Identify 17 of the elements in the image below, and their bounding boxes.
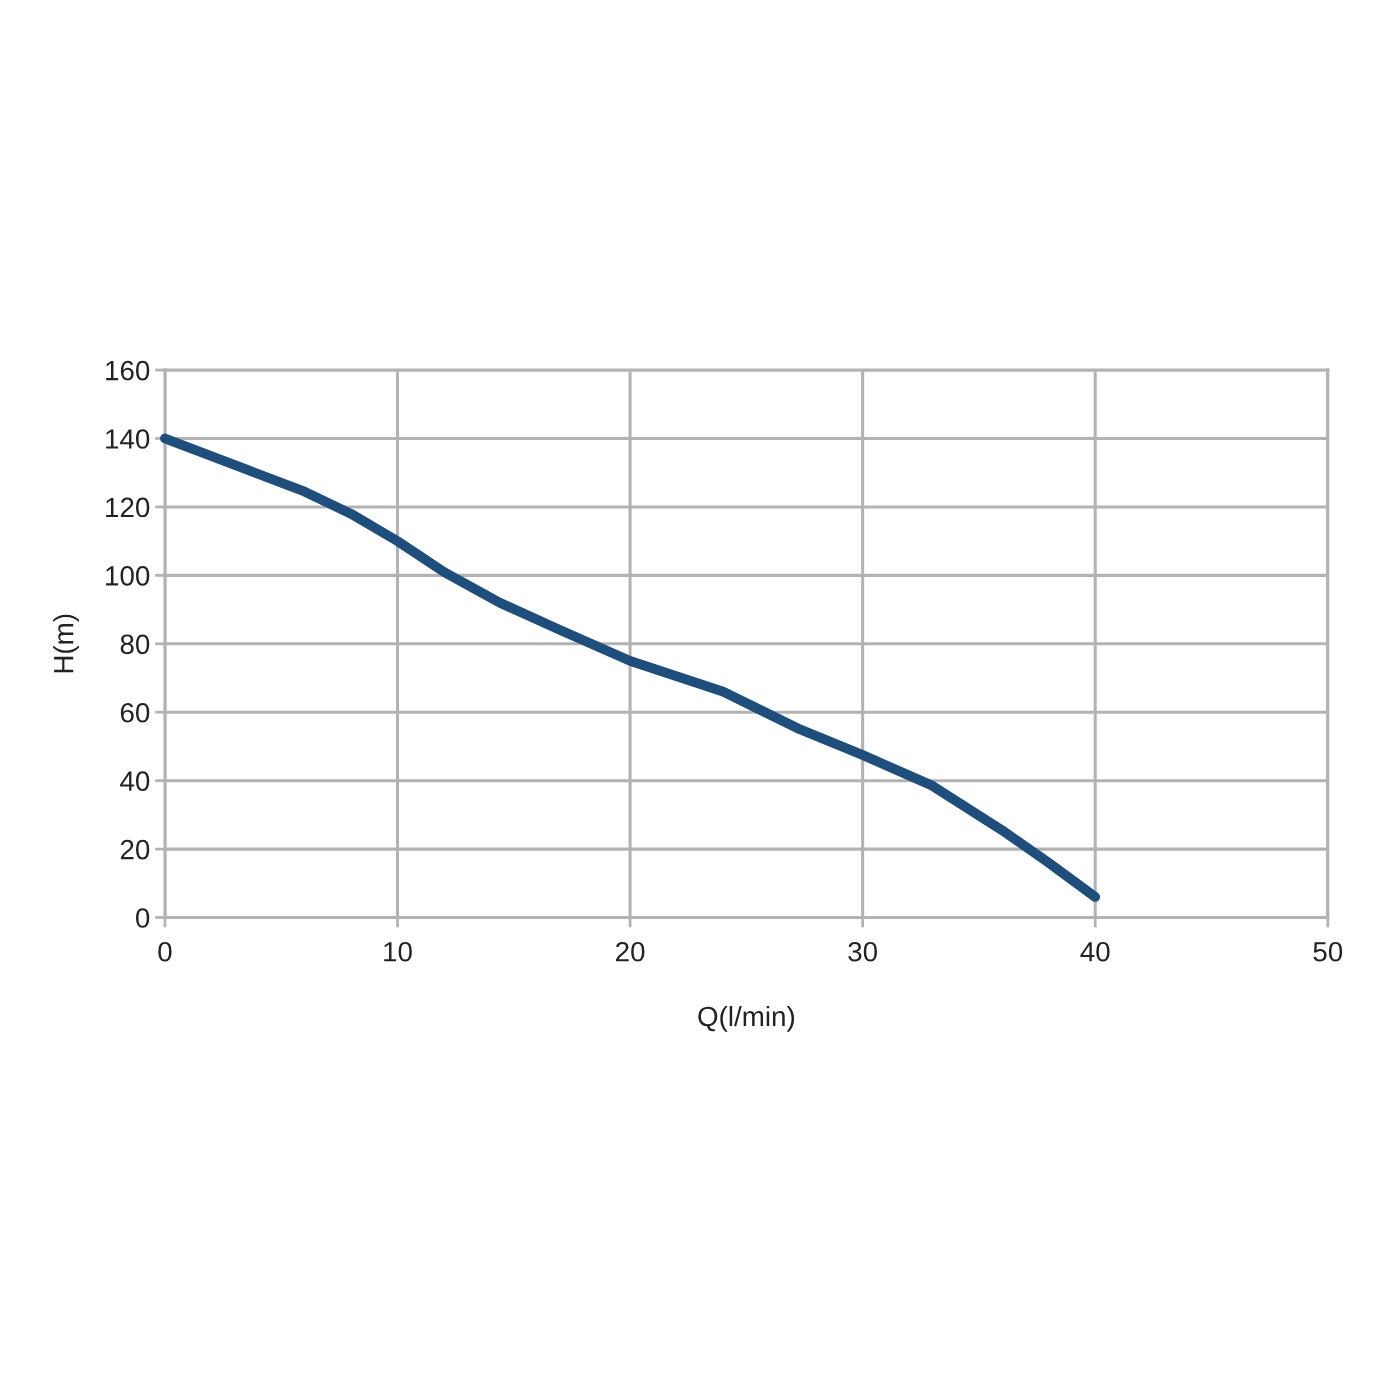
y-tick-label: 40 <box>120 771 150 791</box>
x-tick-label: 10 <box>384 941 412 962</box>
y-axis-title: H(m) <box>53 614 79 673</box>
y-tick-label: 100 <box>106 566 150 586</box>
y-tick-label: 140 <box>106 429 150 449</box>
y-tick-label: 60 <box>120 702 150 723</box>
x-tick-label: 30 <box>848 941 878 962</box>
x-axis-title: Q(l/min) <box>698 1005 795 1032</box>
y-tick-label: 120 <box>106 497 150 518</box>
y-tick-label: 0 <box>135 908 150 928</box>
y-tick-label: 160 <box>106 360 150 381</box>
x-tick-label: 40 <box>1080 941 1110 962</box>
x-tick-label: 0 <box>158 941 172 962</box>
y-tick-label: 20 <box>120 839 150 860</box>
y-tick-label: 80 <box>120 634 150 655</box>
x-tick-label: 50 <box>1313 941 1343 962</box>
x-tick-label: 20 <box>616 941 645 962</box>
